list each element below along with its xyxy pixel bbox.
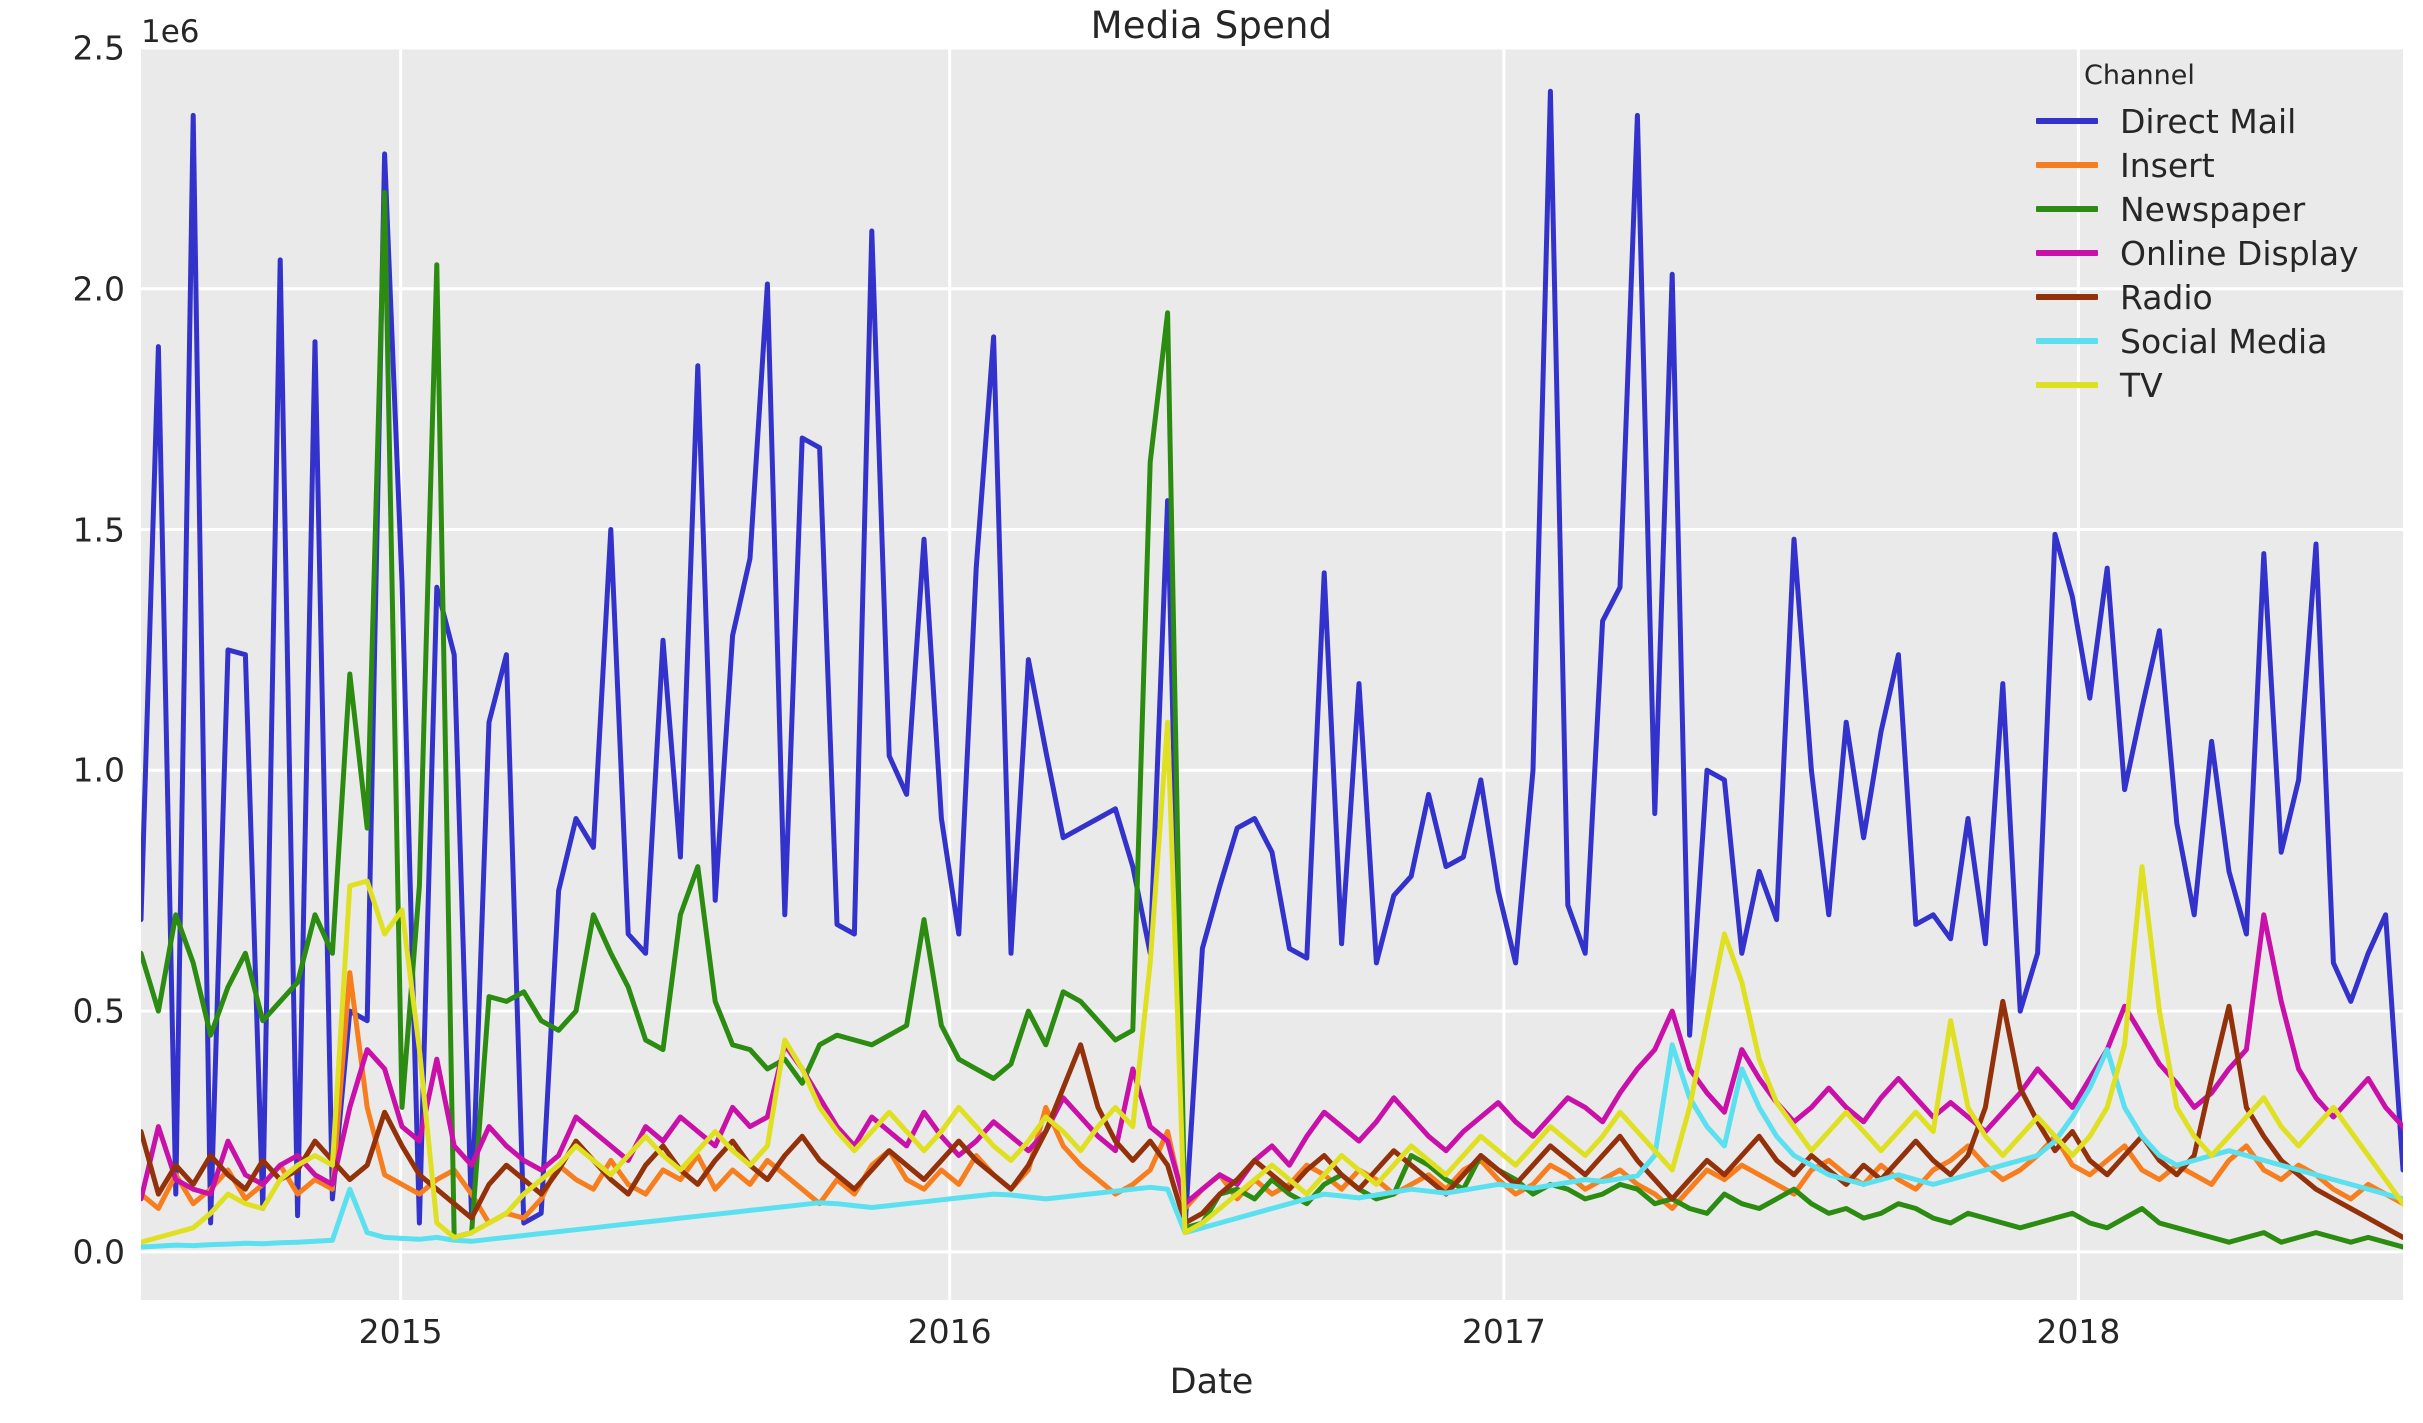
legend-swatch-icon (2036, 250, 2098, 256)
legend-item-label: Direct Mail (2120, 101, 2297, 141)
y-tick-label: 1.0 (72, 750, 125, 790)
chart-legend: Channel Direct Mail Insert Newspaper Online… (2036, 60, 2416, 407)
legend-items: Direct Mail Insert Newspaper Online Display… (2036, 99, 2416, 407)
y-tick-label: 0.0 (72, 1232, 125, 1272)
series-line-social-media (141, 1042, 2403, 1250)
series-canvas (141, 48, 2403, 1300)
legend-swatch-icon (2036, 118, 2098, 124)
legend-item-label: Social Media (2120, 321, 2328, 361)
legend-item-direct-mail[interactable]: Direct Mail (2036, 99, 2416, 143)
legend-item-online-display[interactable]: Online Display (2036, 231, 2416, 275)
series-line-online-display (141, 912, 2403, 1207)
series-line-direct-mail (141, 88, 2403, 1231)
legend-swatch-icon (2036, 294, 2098, 300)
y-tick-label: 1.5 (72, 510, 125, 550)
y-axis-offset-label: 1e6 (141, 14, 200, 50)
legend-item-label: Radio (2120, 277, 2213, 317)
series-line-radio (141, 998, 2403, 1240)
legend-swatch-icon (2036, 338, 2098, 344)
series-line-insert (141, 970, 2403, 1226)
legend-item-newspaper[interactable]: Newspaper (2036, 187, 2416, 231)
legend-item-label: Insert (2120, 145, 2215, 185)
series-line-newspaper (141, 190, 2403, 1250)
y-tick-label: 2.5 (72, 28, 125, 68)
legend-item-label: TV (2120, 365, 2163, 405)
x-tick-label: 2016 (907, 1312, 992, 1351)
legend-item-radio[interactable]: Radio (2036, 275, 2416, 319)
legend-item-insert[interactable]: Insert (2036, 143, 2416, 187)
plot-area (141, 48, 2403, 1300)
legend-item-label: Newspaper (2120, 189, 2306, 229)
x-axis-title: Date (1169, 1362, 1254, 1402)
legend-swatch-icon (2036, 206, 2098, 212)
x-tick-label: 2015 (358, 1312, 443, 1351)
legend-swatch-icon (2036, 162, 2098, 168)
legend-item-tv[interactable]: TV (2036, 363, 2416, 407)
legend-item-social-media[interactable]: Social Media (2036, 319, 2416, 363)
legend-swatch-icon (2036, 382, 2098, 388)
chart-title: Media Spend (1090, 4, 1333, 47)
legend-title: Channel (2084, 60, 2195, 91)
x-tick-label: 2018 (2036, 1312, 2121, 1351)
y-tick-label: 0.5 (72, 991, 125, 1031)
legend-item-label: Online Display (2120, 233, 2359, 273)
series-line-tv (141, 719, 2403, 1245)
x-tick-label: 2017 (1461, 1312, 1546, 1351)
y-tick-label: 2.0 (72, 269, 125, 309)
